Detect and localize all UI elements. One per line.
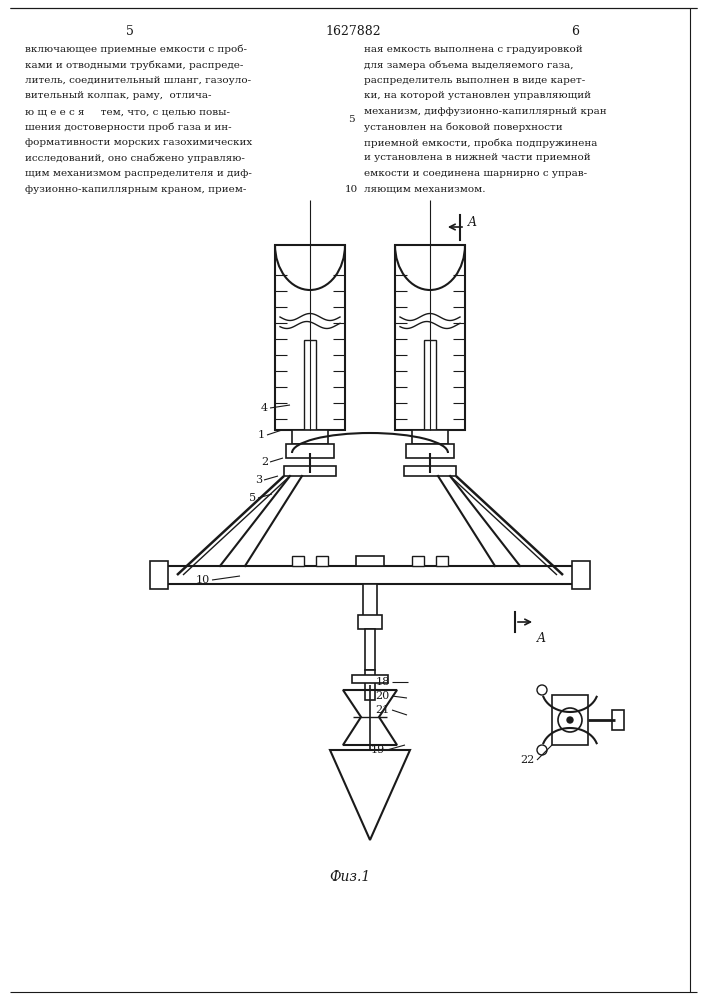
- Bar: [292, 556, 304, 566]
- Text: 5: 5: [348, 115, 355, 124]
- Text: емкости и соединена шарнирно с управ-: емкости и соединена шарнирно с управ-: [364, 169, 587, 178]
- Text: исследований, оно снабжено управляю-: исследований, оно снабжено управляю-: [25, 153, 245, 163]
- Text: A: A: [468, 216, 477, 229]
- Text: 10: 10: [345, 184, 358, 194]
- Text: ки, на которой установлен управляющий: ки, на которой установлен управляющий: [364, 92, 591, 101]
- Text: 18: 18: [375, 677, 390, 687]
- Text: 20: 20: [375, 691, 390, 701]
- Text: 1: 1: [258, 430, 265, 440]
- Bar: [286, 444, 334, 458]
- Text: Физ.1: Физ.1: [329, 870, 370, 884]
- Text: 3: 3: [255, 475, 262, 485]
- Bar: [406, 444, 454, 458]
- Bar: [150, 561, 168, 589]
- Text: вительный колпак, раму,  отлича-: вительный колпак, раму, отлича-: [25, 92, 211, 101]
- Text: литель, соединительный шланг, газоуло-: литель, соединительный шланг, газоуло-: [25, 76, 251, 85]
- Text: для замера объема выделяемого газа,: для замера объема выделяемого газа,: [364, 60, 573, 70]
- Bar: [552, 695, 588, 745]
- Text: формативности морских газохимических: формативности морских газохимических: [25, 138, 252, 147]
- Bar: [363, 584, 377, 625]
- Bar: [365, 670, 375, 700]
- Bar: [284, 466, 336, 476]
- Bar: [356, 556, 384, 566]
- Text: 2: 2: [261, 457, 268, 467]
- Bar: [404, 466, 456, 476]
- Bar: [304, 340, 316, 430]
- Text: включающее приемные емкости с проб-: включающее приемные емкости с проб-: [25, 45, 247, 54]
- Text: ками и отводными трубками, распреде-: ками и отводными трубками, распреде-: [25, 60, 243, 70]
- Text: 10: 10: [196, 575, 210, 585]
- Text: ю щ е е с я     тем, что, с целью повы-: ю щ е е с я тем, что, с целью повы-: [25, 107, 230, 116]
- Bar: [395, 245, 465, 430]
- Text: установлен на боковой поверхности: установлен на боковой поверхности: [364, 122, 563, 132]
- Text: 5: 5: [249, 493, 256, 503]
- Bar: [275, 245, 345, 430]
- Text: шения достоверности проб газа и ин-: шения достоверности проб газа и ин-: [25, 122, 232, 132]
- Bar: [572, 561, 590, 589]
- Text: приемной емкости, пробка подпружинена: приемной емкости, пробка подпружинена: [364, 138, 597, 147]
- Text: фузионно-капиллярным краном, прием-: фузионно-капиллярным краном, прием-: [25, 184, 246, 194]
- Text: и установлена в нижней части приемной: и установлена в нижней части приемной: [364, 153, 590, 162]
- Text: 22: 22: [521, 755, 535, 765]
- Bar: [412, 430, 448, 444]
- Text: ная емкость выполнена с градуировкой: ная емкость выполнена с градуировкой: [364, 45, 583, 54]
- Bar: [612, 710, 624, 730]
- Text: 21: 21: [375, 705, 390, 715]
- Bar: [424, 340, 436, 430]
- Bar: [352, 675, 388, 683]
- Text: механизм, диффузионно-капиллярный кран: механизм, диффузионно-капиллярный кран: [364, 107, 607, 116]
- Bar: [292, 430, 328, 444]
- Bar: [436, 556, 448, 566]
- Text: A: A: [537, 632, 546, 645]
- Bar: [165, 566, 575, 584]
- Bar: [358, 615, 382, 629]
- Bar: [412, 556, 424, 566]
- Text: 19: 19: [370, 745, 385, 755]
- Text: ляющим механизмом.: ляющим механизмом.: [364, 184, 486, 194]
- Text: 5: 5: [126, 25, 134, 38]
- Text: распределитель выполнен в виде карет-: распределитель выполнен в виде карет-: [364, 76, 585, 85]
- Text: 1627882: 1627882: [325, 25, 381, 38]
- Bar: [365, 629, 375, 670]
- Text: щим механизмом распределителя и диф-: щим механизмом распределителя и диф-: [25, 169, 252, 178]
- Text: 4: 4: [261, 403, 268, 413]
- Circle shape: [567, 717, 573, 723]
- Bar: [316, 556, 328, 566]
- Text: 6: 6: [571, 25, 579, 38]
